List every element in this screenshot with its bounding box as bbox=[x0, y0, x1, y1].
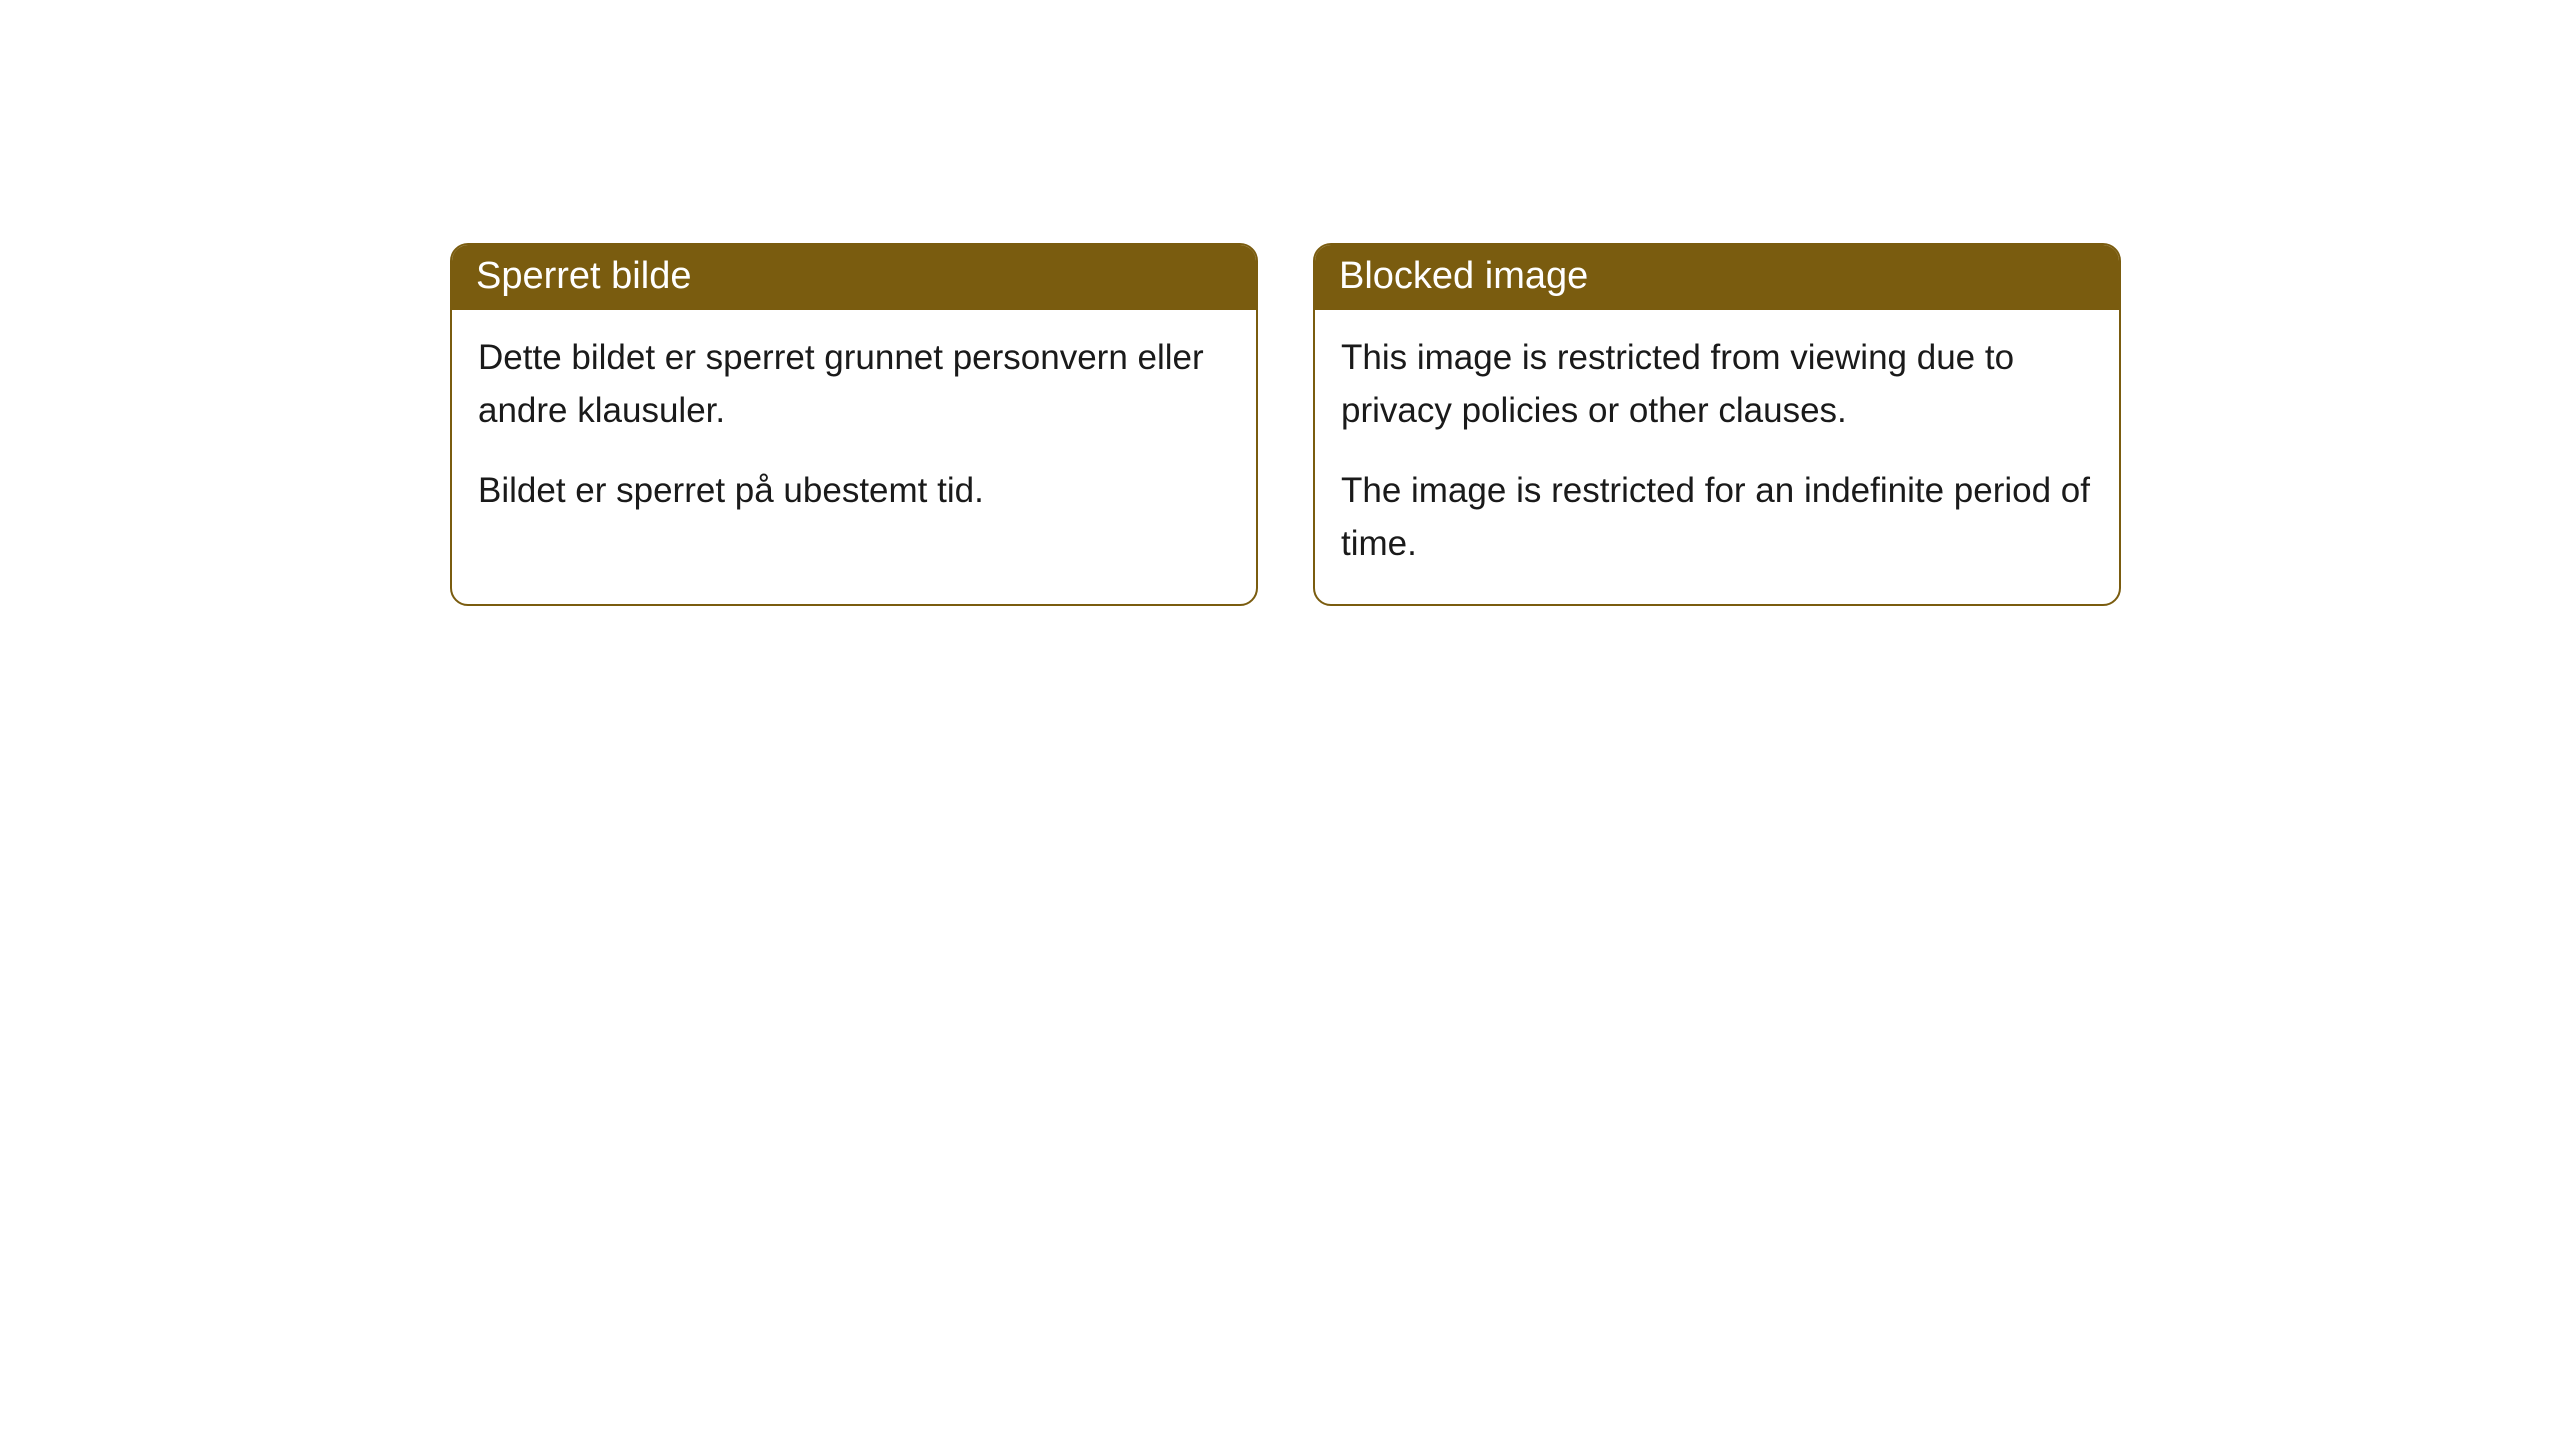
card-paragraph-1-norwegian: Dette bildet er sperret grunnet personve… bbox=[478, 332, 1230, 437]
card-body-english: This image is restricted from viewing du… bbox=[1315, 310, 2119, 604]
card-paragraph-2-english: The image is restricted for an indefinit… bbox=[1341, 465, 2093, 570]
notice-cards-container: Sperret bilde Dette bildet er sperret gr… bbox=[450, 243, 2121, 606]
blocked-image-card-norwegian: Sperret bilde Dette bildet er sperret gr… bbox=[450, 243, 1258, 606]
card-paragraph-2-norwegian: Bildet er sperret på ubestemt tid. bbox=[478, 465, 1230, 518]
card-header-norwegian: Sperret bilde bbox=[452, 245, 1256, 310]
card-header-english: Blocked image bbox=[1315, 245, 2119, 310]
card-paragraph-1-english: This image is restricted from viewing du… bbox=[1341, 332, 2093, 437]
blocked-image-card-english: Blocked image This image is restricted f… bbox=[1313, 243, 2121, 606]
card-body-norwegian: Dette bildet er sperret grunnet personve… bbox=[452, 310, 1256, 552]
